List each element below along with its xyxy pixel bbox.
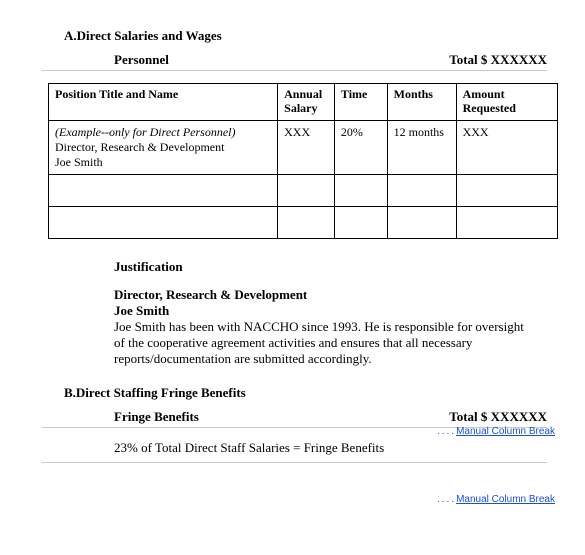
table-row [49,174,558,206]
section-b-letter: B. [64,385,76,401]
cell-empty [387,206,456,238]
section-a-title: Direct Salaries and Wages [77,28,222,44]
fringe-row: Fringe Benefits Total $ XXXXXX [114,409,547,425]
personnel-total: Total $ XXXXXX [449,52,547,68]
cell-empty [49,174,278,206]
cell-empty [278,174,335,206]
section-a-letter: A. [64,28,77,44]
column-break-marker: ....Manual Column Break [437,494,555,505]
salary-table: Position Title and Name Annual Salary Ti… [48,83,558,239]
cell-empty [334,206,387,238]
th-time: Time [334,84,387,121]
cell-empty [456,174,557,206]
cell-months: 12 months [387,120,456,174]
cell-salary: XXX [278,120,335,174]
cell-empty [278,206,335,238]
position-name: Joe Smith [55,155,103,169]
section-b-title: Direct Staffing Fringe Benefits [76,385,246,401]
th-amount: Amount Requested [456,84,557,121]
column-break-dots: .... [437,494,456,505]
cell-time: 20% [334,120,387,174]
cell-position: (Example--only for Direct Personnel) Dir… [49,120,278,174]
fringe-label: Fringe Benefits [114,409,199,425]
column-break-label: Manual Column Break [456,426,555,437]
section-b-heading: B. Direct Staffing Fringe Benefits [64,385,565,401]
th-amount-text: Amount Requested [463,87,516,115]
column-break-dots: .... [437,426,456,437]
cell-empty [334,174,387,206]
position-title: Director, Research & Development [55,140,224,154]
fringe-total: Total $ XXXXXX [449,409,547,425]
rule-b-bot [42,462,547,463]
justification-title: Director, Research & Development [114,287,535,303]
th-position: Position Title and Name [49,84,278,121]
personnel-label: Personnel [114,52,169,68]
column-break-marker: ....Manual Column Break [437,426,555,437]
justification-name: Joe Smith [114,303,535,319]
cell-amount: XXX [456,120,557,174]
table-header-row: Position Title and Name Annual Salary Ti… [49,84,558,121]
table-row [49,206,558,238]
table-row: (Example--only for Direct Personnel) Dir… [49,120,558,174]
justification-heading: Justification [114,259,535,275]
justification-block: Justification Director, Research & Devel… [114,259,535,368]
cell-empty [387,174,456,206]
cell-empty [456,206,557,238]
th-salary: Annual Salary [278,84,335,121]
th-months: Months [387,84,456,121]
position-example: (Example--only for Direct Personnel) [55,125,236,139]
fringe-percent-line: 23% of Total Direct Staff Salaries = Fri… [114,440,565,456]
justification-body: Joe Smith has been with NACCHO since 199… [114,319,535,368]
column-break-label: Manual Column Break [456,494,555,505]
rule-a-top [42,70,547,71]
cell-empty [49,206,278,238]
personnel-row: Personnel Total $ XXXXXX [114,52,547,68]
th-salary-text: Annual Salary [284,87,322,115]
section-a-heading: A. Direct Salaries and Wages [64,28,565,44]
